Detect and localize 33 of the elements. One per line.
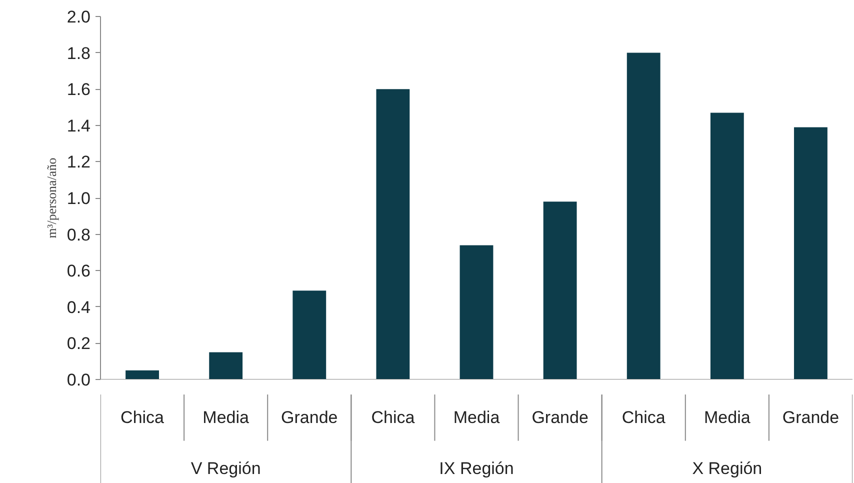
y-tick-label: 0.8 — [66, 225, 91, 244]
y-tick-label: 1.4 — [66, 116, 91, 136]
y-tick-label: 0.6 — [66, 262, 91, 281]
bar — [209, 352, 243, 380]
x-tick-label: Grande — [782, 408, 840, 428]
y-tick-label: 0.4 — [66, 298, 91, 317]
bar — [376, 89, 410, 380]
bar — [292, 290, 326, 380]
x-tick-label: Chica — [622, 408, 666, 428]
bar — [543, 202, 577, 380]
text: V Región — [190, 458, 261, 478]
y-tick-label: 0.2 — [66, 334, 91, 354]
y-tick-label: 1.0 — [66, 189, 91, 208]
x-tick-label: Media — [453, 408, 500, 428]
y-tick-label: 1.2 — [66, 152, 91, 172]
text: X Región — [692, 458, 762, 478]
x-tick-label: Chica — [120, 408, 165, 428]
text: IX Región — [439, 458, 514, 478]
x-tick-label: Grande — [532, 408, 588, 428]
y-axis-title: m³/persona/año — [44, 158, 59, 238]
bar — [126, 370, 159, 380]
bar — [626, 52, 660, 380]
bar — [794, 127, 828, 380]
y-tick-label: 1.6 — [66, 80, 91, 100]
y-tick-label: 0.0 — [66, 370, 91, 390]
y-tick-label: 2.0 — [66, 8, 91, 26]
x-tick-label: Grande — [281, 408, 338, 428]
x-tick-label: Media — [202, 408, 250, 428]
x-tick-label: Chica — [371, 408, 416, 428]
y-tick-label: 1.8 — [66, 44, 91, 63]
bar — [710, 112, 744, 380]
x-tick-label: Media — [704, 408, 751, 428]
bar — [460, 245, 494, 380]
